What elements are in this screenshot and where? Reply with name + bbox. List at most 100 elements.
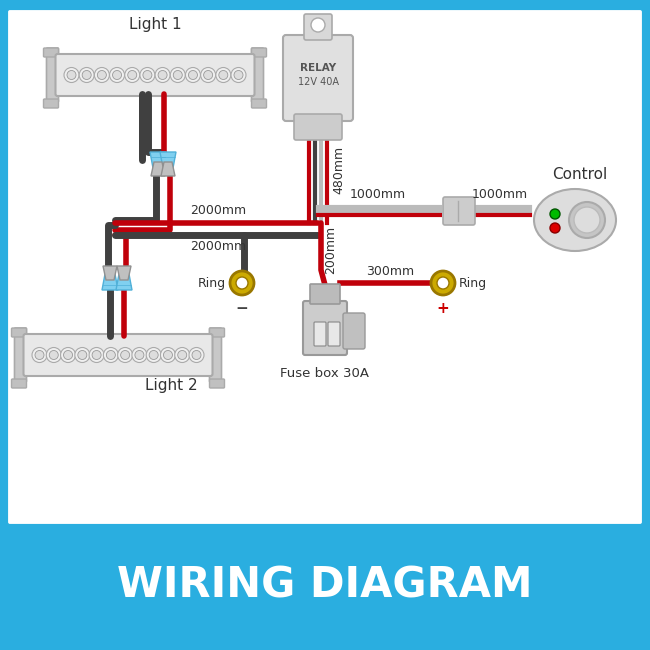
Circle shape xyxy=(437,277,449,289)
Polygon shape xyxy=(160,152,176,168)
Circle shape xyxy=(311,18,325,32)
Circle shape xyxy=(125,68,140,83)
Polygon shape xyxy=(161,162,175,176)
FancyBboxPatch shape xyxy=(44,99,58,108)
Text: Light 2: Light 2 xyxy=(145,378,198,393)
Circle shape xyxy=(46,348,61,363)
Circle shape xyxy=(230,271,254,295)
Polygon shape xyxy=(116,274,132,290)
FancyBboxPatch shape xyxy=(314,322,326,346)
Circle shape xyxy=(201,68,216,83)
Circle shape xyxy=(49,350,58,359)
Text: 2000mm: 2000mm xyxy=(190,204,246,217)
Polygon shape xyxy=(151,162,165,176)
Circle shape xyxy=(60,348,75,363)
Circle shape xyxy=(140,68,155,83)
Circle shape xyxy=(35,350,44,359)
Text: Fuse box 30A: Fuse box 30A xyxy=(281,367,369,380)
FancyBboxPatch shape xyxy=(23,334,213,376)
Text: Ring: Ring xyxy=(459,276,487,289)
FancyBboxPatch shape xyxy=(304,14,332,40)
FancyBboxPatch shape xyxy=(6,8,644,526)
Circle shape xyxy=(175,348,190,363)
FancyBboxPatch shape xyxy=(343,313,365,349)
Circle shape xyxy=(155,68,170,83)
Text: WIRING DIAGRAM: WIRING DIAGRAM xyxy=(117,565,533,607)
Circle shape xyxy=(146,348,161,363)
Circle shape xyxy=(188,70,198,79)
Text: 1000mm: 1000mm xyxy=(350,188,406,201)
Circle shape xyxy=(64,68,79,83)
Polygon shape xyxy=(150,152,166,168)
FancyBboxPatch shape xyxy=(283,35,353,121)
Circle shape xyxy=(203,70,213,79)
FancyBboxPatch shape xyxy=(252,48,263,102)
Circle shape xyxy=(550,209,560,219)
Polygon shape xyxy=(117,266,131,280)
Circle shape xyxy=(128,70,136,79)
Circle shape xyxy=(92,350,101,359)
Circle shape xyxy=(236,277,248,289)
Circle shape xyxy=(67,70,76,79)
FancyBboxPatch shape xyxy=(12,379,27,388)
Circle shape xyxy=(132,348,147,363)
Circle shape xyxy=(431,271,455,295)
Circle shape xyxy=(170,68,185,83)
Circle shape xyxy=(89,348,104,363)
Polygon shape xyxy=(103,266,117,280)
FancyBboxPatch shape xyxy=(328,322,340,346)
Circle shape xyxy=(150,350,158,359)
Text: RELAY: RELAY xyxy=(300,63,336,73)
FancyBboxPatch shape xyxy=(209,379,224,388)
FancyBboxPatch shape xyxy=(443,197,475,225)
Circle shape xyxy=(569,202,605,238)
Text: 300mm: 300mm xyxy=(366,265,414,278)
FancyBboxPatch shape xyxy=(14,328,27,382)
Circle shape xyxy=(185,68,200,83)
Circle shape xyxy=(135,350,144,359)
FancyBboxPatch shape xyxy=(47,48,58,102)
Circle shape xyxy=(94,68,109,83)
Circle shape xyxy=(192,350,201,359)
Text: 12V 40A: 12V 40A xyxy=(298,77,339,87)
Circle shape xyxy=(118,348,133,363)
Circle shape xyxy=(64,350,73,359)
Circle shape xyxy=(143,70,152,79)
Text: 480mm: 480mm xyxy=(332,146,345,194)
Circle shape xyxy=(78,350,87,359)
FancyBboxPatch shape xyxy=(44,48,58,57)
Circle shape xyxy=(163,350,172,359)
FancyBboxPatch shape xyxy=(294,114,342,140)
Circle shape xyxy=(189,348,204,363)
Circle shape xyxy=(177,350,187,359)
Text: 200mm: 200mm xyxy=(324,226,337,274)
Circle shape xyxy=(161,348,176,363)
Circle shape xyxy=(174,70,182,79)
FancyBboxPatch shape xyxy=(209,328,222,382)
FancyBboxPatch shape xyxy=(310,284,340,304)
Circle shape xyxy=(98,70,107,79)
Polygon shape xyxy=(102,274,118,290)
Circle shape xyxy=(79,68,94,83)
Text: 1000mm: 1000mm xyxy=(472,188,528,201)
FancyBboxPatch shape xyxy=(55,54,255,96)
FancyBboxPatch shape xyxy=(252,48,266,57)
Text: Ring: Ring xyxy=(198,276,226,289)
Circle shape xyxy=(574,207,600,233)
Circle shape xyxy=(75,348,90,363)
Text: Control: Control xyxy=(552,167,608,182)
Circle shape xyxy=(110,68,125,83)
Circle shape xyxy=(158,70,167,79)
Text: +: + xyxy=(437,301,449,316)
Circle shape xyxy=(121,350,129,359)
Circle shape xyxy=(550,223,560,233)
Text: Light 1: Light 1 xyxy=(129,17,181,32)
Circle shape xyxy=(112,70,122,79)
Circle shape xyxy=(103,348,118,363)
Circle shape xyxy=(231,68,246,83)
FancyBboxPatch shape xyxy=(303,301,347,355)
Circle shape xyxy=(216,68,231,83)
Circle shape xyxy=(234,70,243,79)
Text: 2000mm: 2000mm xyxy=(190,240,246,253)
Circle shape xyxy=(219,70,227,79)
